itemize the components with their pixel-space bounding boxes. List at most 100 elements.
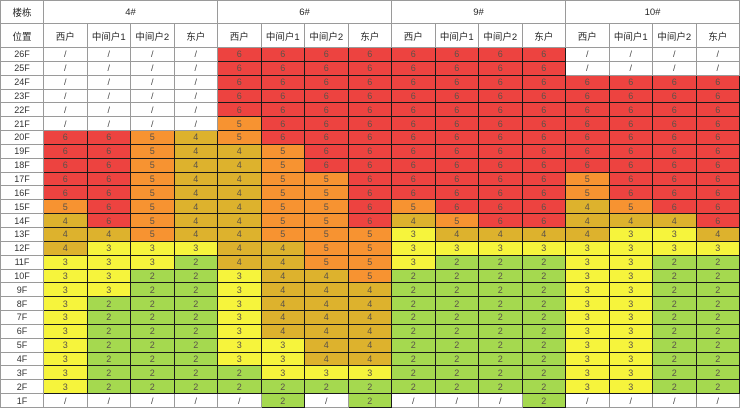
value-cell[interactable]: / bbox=[86, 47, 131, 62]
value-cell[interactable]: 6 bbox=[347, 130, 392, 145]
value-cell[interactable]: 6 bbox=[217, 47, 262, 62]
value-cell[interactable]: 2 bbox=[652, 337, 697, 353]
value-cell[interactable]: 4 bbox=[217, 226, 262, 242]
value-cell[interactable]: 2 bbox=[130, 296, 175, 312]
value-cell[interactable]: / bbox=[43, 88, 88, 104]
value-cell[interactable]: 6 bbox=[521, 199, 566, 215]
value-cell[interactable]: 6 bbox=[217, 60, 262, 76]
value-cell[interactable]: 4 bbox=[347, 337, 392, 353]
value-cell[interactable]: / bbox=[695, 47, 740, 62]
value-cell[interactable]: 6 bbox=[347, 199, 392, 215]
value-cell[interactable]: 5 bbox=[260, 157, 305, 173]
value-cell[interactable]: 6 bbox=[260, 130, 305, 145]
value-cell[interactable]: 2 bbox=[521, 296, 566, 312]
value-cell[interactable]: / bbox=[86, 60, 131, 76]
value-cell[interactable]: 6 bbox=[652, 88, 697, 104]
value-cell[interactable]: / bbox=[652, 47, 697, 62]
value-cell[interactable]: 6 bbox=[608, 130, 653, 145]
value-cell[interactable]: 2 bbox=[652, 310, 697, 325]
value-cell[interactable]: 2 bbox=[434, 365, 479, 381]
value-cell[interactable]: 6 bbox=[391, 185, 436, 201]
value-cell[interactable]: 6 bbox=[608, 88, 653, 104]
unit-header[interactable]: 东户 bbox=[173, 23, 218, 48]
value-cell[interactable]: 4 bbox=[695, 226, 740, 242]
value-cell[interactable]: 6 bbox=[43, 143, 88, 159]
value-cell[interactable]: 6 bbox=[521, 143, 566, 159]
value-cell[interactable]: 2 bbox=[347, 379, 392, 395]
value-cell[interactable]: 2 bbox=[173, 379, 218, 395]
value-cell[interactable]: 3 bbox=[565, 351, 610, 367]
value-cell[interactable]: 6 bbox=[652, 116, 697, 132]
value-cell[interactable]: 5 bbox=[260, 171, 305, 187]
value-cell[interactable]: 2 bbox=[391, 296, 436, 312]
floor-label[interactable]: 11F bbox=[0, 254, 44, 270]
value-cell[interactable]: 2 bbox=[652, 365, 697, 381]
value-cell[interactable]: / bbox=[43, 102, 88, 118]
value-cell[interactable]: 5 bbox=[217, 130, 262, 145]
floor-label[interactable]: 12F bbox=[0, 240, 44, 256]
value-cell[interactable]: 5 bbox=[304, 213, 349, 228]
value-cell[interactable]: 3 bbox=[130, 254, 175, 270]
value-cell[interactable]: / bbox=[695, 60, 740, 76]
value-cell[interactable]: 6 bbox=[565, 102, 610, 118]
building-header[interactable]: 10# bbox=[565, 0, 740, 24]
value-cell[interactable]: 2 bbox=[695, 268, 740, 284]
floor-label[interactable]: 3F bbox=[0, 365, 44, 381]
value-cell[interactable]: 2 bbox=[478, 268, 523, 284]
value-cell[interactable]: 3 bbox=[652, 240, 697, 256]
value-cell[interactable]: 3 bbox=[86, 240, 131, 256]
building-header[interactable]: 6# bbox=[217, 0, 392, 24]
value-cell[interactable]: 2 bbox=[695, 379, 740, 395]
value-cell[interactable]: 2 bbox=[391, 268, 436, 284]
value-cell[interactable]: 4 bbox=[260, 240, 305, 256]
floor-label[interactable]: 5F bbox=[0, 337, 44, 353]
value-cell[interactable]: 2 bbox=[695, 254, 740, 270]
value-cell[interactable]: 6 bbox=[652, 102, 697, 118]
value-cell[interactable]: 6 bbox=[434, 116, 479, 132]
value-cell[interactable]: 6 bbox=[695, 157, 740, 173]
value-cell[interactable]: 6 bbox=[695, 143, 740, 159]
value-cell[interactable]: 3 bbox=[608, 310, 653, 325]
value-cell[interactable]: 5 bbox=[260, 185, 305, 201]
value-cell[interactable]: / bbox=[86, 116, 131, 132]
value-cell[interactable]: 5 bbox=[565, 171, 610, 187]
value-cell[interactable]: 4 bbox=[391, 213, 436, 228]
value-cell[interactable]: 6 bbox=[347, 171, 392, 187]
corner-header-position[interactable]: 位置 bbox=[0, 23, 44, 48]
value-cell[interactable]: 6 bbox=[217, 102, 262, 118]
value-cell[interactable]: 2 bbox=[304, 379, 349, 395]
value-cell[interactable]: 3 bbox=[217, 296, 262, 312]
value-cell[interactable]: 5 bbox=[130, 171, 175, 187]
value-cell[interactable]: 3 bbox=[565, 323, 610, 339]
value-cell[interactable]: 6 bbox=[565, 74, 610, 90]
value-cell[interactable]: 6 bbox=[86, 130, 131, 145]
value-cell[interactable]: 4 bbox=[217, 185, 262, 201]
value-cell[interactable]: 3 bbox=[173, 240, 218, 256]
floor-label[interactable]: 15F bbox=[0, 199, 44, 215]
value-cell[interactable]: 2 bbox=[173, 282, 218, 298]
value-cell[interactable]: 2 bbox=[130, 337, 175, 353]
value-cell[interactable]: / bbox=[217, 393, 262, 408]
value-cell[interactable]: 2 bbox=[434, 310, 479, 325]
value-cell[interactable]: 3 bbox=[608, 282, 653, 298]
value-cell[interactable]: 5 bbox=[130, 226, 175, 242]
value-cell[interactable]: / bbox=[478, 393, 523, 408]
value-cell[interactable]: 6 bbox=[608, 116, 653, 132]
value-cell[interactable]: 4 bbox=[43, 213, 88, 228]
floor-label[interactable]: 4F bbox=[0, 351, 44, 367]
value-cell[interactable]: 4 bbox=[173, 143, 218, 159]
value-cell[interactable]: 2 bbox=[695, 351, 740, 367]
value-cell[interactable]: 6 bbox=[391, 130, 436, 145]
value-cell[interactable]: / bbox=[130, 393, 175, 408]
value-cell[interactable]: 2 bbox=[652, 268, 697, 284]
value-cell[interactable]: 3 bbox=[565, 337, 610, 353]
value-cell[interactable]: 2 bbox=[260, 379, 305, 395]
value-cell[interactable]: / bbox=[86, 393, 131, 408]
value-cell[interactable]: 6 bbox=[434, 185, 479, 201]
value-cell[interactable]: 2 bbox=[434, 282, 479, 298]
value-cell[interactable]: / bbox=[173, 60, 218, 76]
value-cell[interactable]: 5 bbox=[304, 226, 349, 242]
unit-header[interactable]: 西户 bbox=[217, 23, 262, 48]
value-cell[interactable]: 6 bbox=[695, 88, 740, 104]
floor-label[interactable]: 19F bbox=[0, 143, 44, 159]
